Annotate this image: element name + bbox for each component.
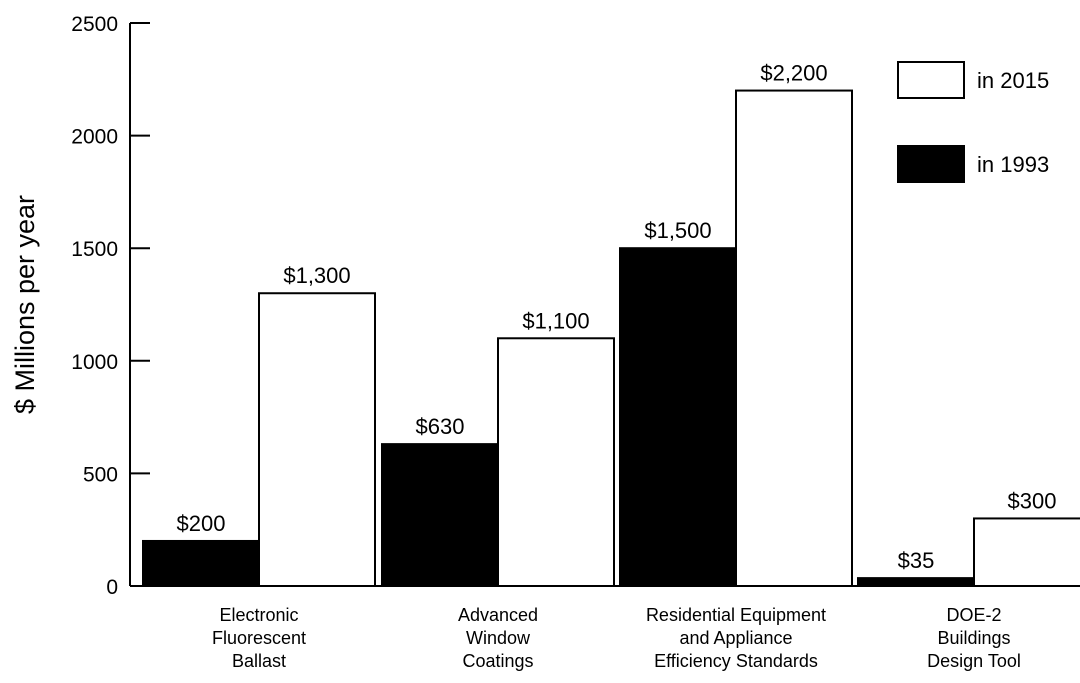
legend-label-2015: in 2015 [977,68,1049,93]
bar-1993-3 [857,577,975,587]
chart-labels: $200 $1,300 Electronic Fluorescent Ballast $6… [177,61,1057,671]
bar-2015-1 [497,337,615,587]
y-tick-label: 1500 [71,238,118,261]
value-label: $2,200 [760,61,827,86]
category-label: DOE-2 Buildings Design Tool [927,605,1021,671]
legend-label-1993: in 1993 [977,152,1049,177]
value-label: $35 [898,548,935,573]
y-tick-label: 500 [83,463,118,486]
y-tick-label: 2000 [71,126,118,149]
category-label: Residential Equipment and Appliance Effici… [646,605,826,671]
bar-1993-1 [381,443,499,587]
y-axis-label: $ Millions per year [10,195,40,414]
value-label: $630 [416,414,465,439]
bar-2015-2 [735,89,853,587]
legend-swatch-1993 [897,145,965,183]
bar-1993-2 [619,247,737,587]
bar-1993-0 [142,539,260,588]
category-label: Electronic Fluorescent Ballast [212,605,306,671]
value-label: $1,300 [283,263,350,288]
y-tick-label: 0 [106,576,118,599]
y-tick-label: 1000 [71,351,118,374]
chart-legend: in 2015 in 1993 [897,61,1049,183]
value-label: $200 [177,511,226,536]
value-label: $1,500 [644,218,711,243]
category-label: Advanced Window Coatings [458,605,538,671]
y-tick-label: 2500 [71,13,118,36]
chart-axes: 0 500 1000 1500 2000 2500 $ Millions per year [10,13,1076,599]
legend-swatch-2015 [897,61,965,99]
bar-2015-3 [973,517,1080,587]
value-label: $1,100 [522,308,589,333]
chart-bars [142,89,1080,588]
value-label: $300 [1008,488,1057,513]
bar-2015-0 [258,292,376,587]
